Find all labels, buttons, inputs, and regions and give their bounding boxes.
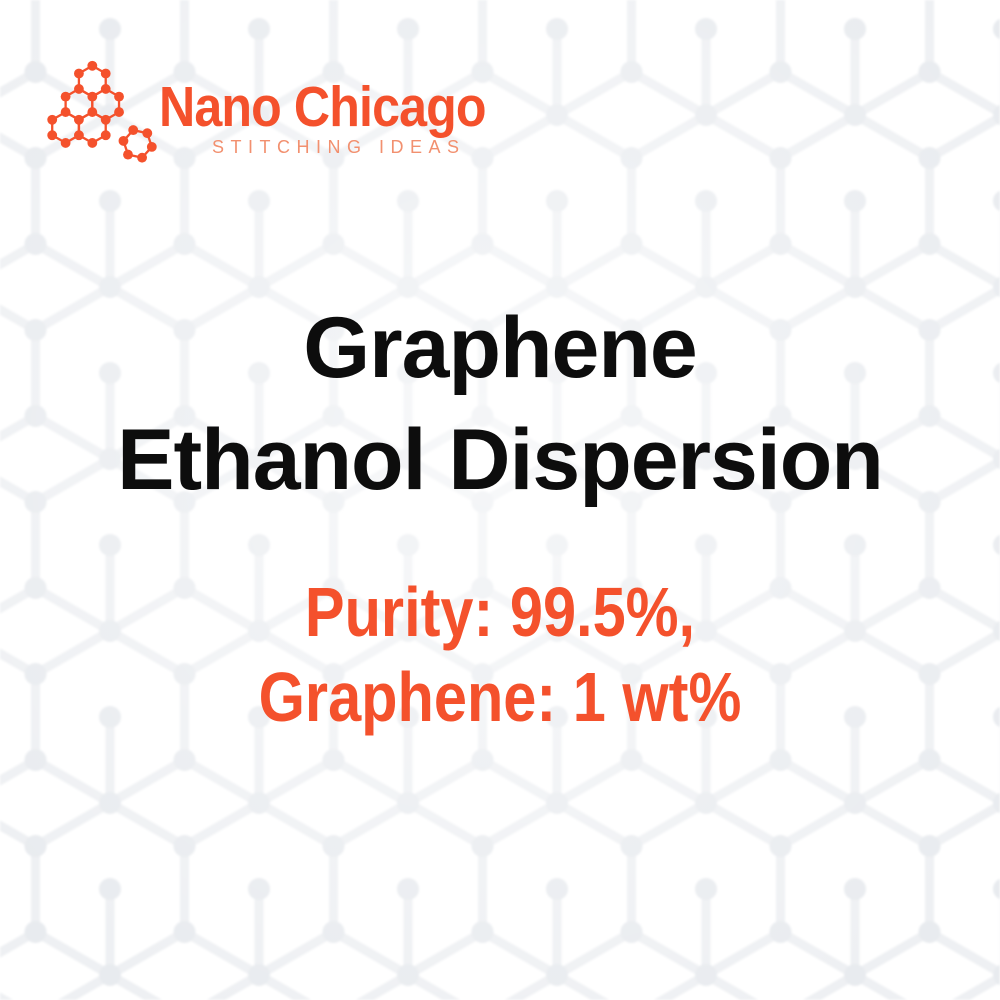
product-title: Graphene Ethanol Dispersion	[0, 292, 1000, 516]
spec-graphene-concentration: Graphene: 1 wt%	[258, 658, 742, 736]
graphene-molecule-logo-icon	[47, 60, 157, 163]
product-title-line1: Graphene	[303, 300, 697, 396]
spec-purity: Purity: 99.5%,	[304, 573, 696, 651]
brand-header: Nano Chicago STITCHING IDEAS	[0, 0, 1000, 200]
brand-tagline: STITCHING IDEAS	[212, 137, 466, 157]
brand-name: Nano Chicago	[159, 75, 487, 139]
product-title-line2: Ethanol Dispersion	[117, 412, 884, 508]
product-specs: Purity: 99.5%, Graphene: 1 wt%	[0, 570, 1000, 740]
